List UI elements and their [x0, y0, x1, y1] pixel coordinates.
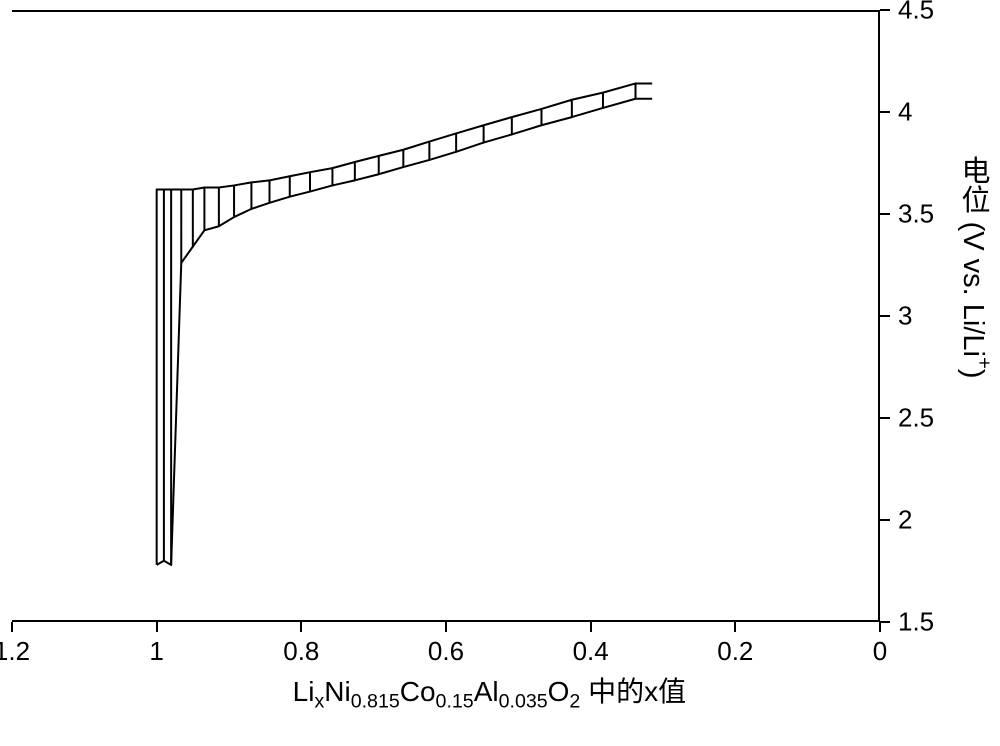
- y-tick-label: 3.5: [898, 199, 934, 230]
- x-tick: [11, 622, 13, 632]
- x-tick-label: 1: [149, 636, 163, 667]
- gitt-upper-trace: [157, 83, 652, 564]
- x-tick: [156, 622, 158, 632]
- x-tick-label: 0.4: [573, 636, 609, 667]
- x-tick-label: 0.8: [283, 636, 319, 667]
- gitt-chart: 1.2 1 0.8 0.6 0.4 0.2 0 4.5 4 3.5 3 2.5 2 1.5 LixNi0.…: [0, 0, 1000, 746]
- x-tick: [445, 622, 447, 632]
- y-tick: [880, 9, 890, 11]
- y-tick-label: 2.5: [898, 403, 934, 434]
- y-tick-label: 4.5: [898, 0, 934, 26]
- y-tick: [880, 213, 890, 215]
- x-tick: [300, 622, 302, 632]
- x-axis-label: LixNi0.815Co0.15Al0.035O2 中的x值: [293, 670, 686, 714]
- y-tick: [880, 111, 890, 113]
- x-tick: [879, 622, 881, 632]
- y-tick-label: 2: [898, 505, 912, 536]
- y-tick: [880, 621, 890, 623]
- x-tick: [734, 622, 736, 632]
- x-tick-label: 0.2: [717, 636, 753, 667]
- y-tick: [880, 315, 890, 317]
- gitt-lower-trace: [157, 99, 652, 565]
- y-axis-label: 电位 (V vs. Li/Li+): [952, 156, 995, 379]
- data-curve: [0, 0, 1000, 746]
- x-tick: [590, 622, 592, 632]
- y-tick: [880, 519, 890, 521]
- x-tick-label: 0: [873, 636, 887, 667]
- x-tick-label: 1.2: [0, 636, 30, 667]
- y-tick: [880, 417, 890, 419]
- y-tick-label: 4: [898, 97, 912, 128]
- y-tick-label: 1.5: [898, 607, 934, 638]
- y-tick-label: 3: [898, 301, 912, 332]
- x-tick-label: 0.6: [428, 636, 464, 667]
